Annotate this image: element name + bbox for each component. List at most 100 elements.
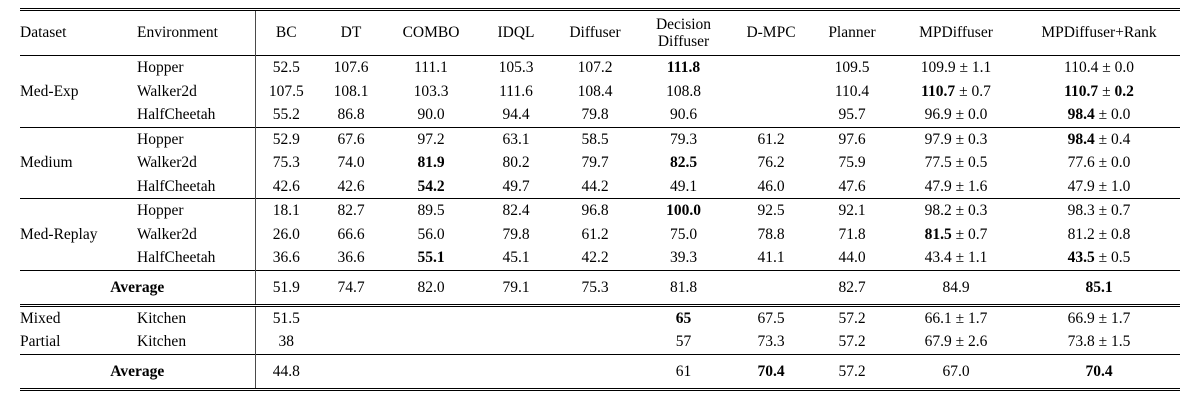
metric-value: 77.5 bbox=[924, 154, 952, 171]
metric-value: 58.5 bbox=[581, 130, 609, 148]
value-cell: 100.0 bbox=[635, 198, 732, 223]
value-cell: 105.3 bbox=[477, 55, 555, 80]
value-cell: 98.4 ± 0.4 bbox=[1018, 126, 1180, 151]
value-cell: 79.8 bbox=[555, 103, 635, 127]
value-cell: 92.5 bbox=[732, 198, 810, 223]
value-cell: 82.7 bbox=[317, 198, 385, 223]
metric-value: 107.6 bbox=[333, 59, 369, 76]
value-cell bbox=[555, 353, 635, 391]
table-header: Dataset Environment BC DT COMBO IDQL Diffuser D… bbox=[20, 8, 1180, 56]
value-cell: 75.9 bbox=[810, 151, 894, 175]
plus-minus: ± bbox=[1094, 177, 1111, 195]
metric-value: 41.1 bbox=[757, 249, 785, 266]
metric-value: 98.2 bbox=[924, 202, 952, 219]
metric-value: 79.8 bbox=[502, 225, 530, 243]
value-cell: 98.2 ± 0.3 bbox=[894, 198, 1018, 223]
metric-std: 2.6 bbox=[968, 333, 988, 350]
value-cell: 47.9 ± 1.6 bbox=[894, 175, 1018, 199]
metric-value: 38 bbox=[278, 333, 295, 350]
value-cell bbox=[477, 353, 555, 391]
metric-value: 111.8 bbox=[666, 59, 701, 76]
dataset-cell: Mixed bbox=[20, 303, 137, 330]
metric-value: 89.5 bbox=[417, 202, 445, 219]
metric-std: 0.2 bbox=[1114, 82, 1134, 100]
value-cell: 51.5 bbox=[254, 303, 317, 330]
metric-value: 74.0 bbox=[337, 154, 365, 171]
value-cell bbox=[555, 303, 635, 330]
table-row: HalfCheetah 42.6 42.6 54.2 49.7 44.2 49.1 46.0 4… bbox=[20, 174, 1180, 199]
value-cell: 82.7 bbox=[810, 269, 894, 305]
value-cell bbox=[317, 330, 385, 354]
metric-value: 109.5 bbox=[834, 59, 870, 76]
value-cell: 107.5 bbox=[254, 79, 317, 103]
value-cell: 110.7 ± 0.2 bbox=[1018, 80, 1180, 104]
metric-value: 73.8 bbox=[1067, 333, 1095, 350]
metric-value: 61.2 bbox=[757, 130, 785, 148]
value-cell: 46.0 bbox=[732, 175, 810, 199]
plus-minus: ± bbox=[951, 225, 968, 243]
metric-value: 84.9 bbox=[942, 278, 970, 296]
value-cell: 47.9 ± 1.0 bbox=[1018, 175, 1180, 199]
dataset-cell: Med-Exp bbox=[20, 55, 137, 127]
plus-minus: ± bbox=[951, 309, 968, 327]
value-cell: 79.8 bbox=[477, 223, 555, 247]
metric-value: 67.5 bbox=[757, 309, 785, 327]
plus-minus: ± bbox=[1094, 249, 1111, 266]
plus-minus: ± bbox=[951, 154, 968, 171]
metric-value: 47.9 bbox=[924, 177, 952, 195]
metric-value: 44.2 bbox=[581, 177, 609, 195]
value-cell: 66.9 ± 1.7 bbox=[1018, 303, 1180, 330]
metric-value: 42.6 bbox=[337, 177, 365, 195]
metric-value: 92.1 bbox=[838, 202, 866, 219]
value-cell: 67.9 ± 2.6 bbox=[894, 330, 1018, 354]
metric-value: 67.0 bbox=[942, 362, 970, 380]
metric-value: 70.4 bbox=[757, 362, 785, 380]
plus-minus: ± bbox=[1094, 130, 1111, 148]
metric-value: 95.7 bbox=[838, 106, 866, 123]
value-cell: 47.6 bbox=[810, 175, 894, 199]
value-cell: 96.9 ± 0.0 bbox=[894, 103, 1018, 127]
value-cell bbox=[732, 103, 810, 127]
value-cell: 67.5 bbox=[732, 303, 810, 330]
metric-value: 74.7 bbox=[337, 278, 365, 296]
metric-value: 98.3 bbox=[1067, 202, 1095, 219]
value-cell: 44.0 bbox=[810, 246, 894, 270]
table-body: Med-Exp Hopper 52.5 107.6 111.1 105.3 107.2 111… bbox=[20, 55, 1180, 391]
value-cell: 55.1 bbox=[385, 246, 477, 270]
metric-value: 81.9 bbox=[417, 154, 445, 171]
metric-value: 47.6 bbox=[838, 177, 866, 195]
metric-value: 54.2 bbox=[417, 177, 445, 195]
environment-cell: HalfCheetah bbox=[137, 249, 216, 266]
value-cell: 96.8 bbox=[555, 198, 635, 223]
value-cell: 79.1 bbox=[477, 269, 555, 305]
value-cell: 81.2 ± 0.8 bbox=[1018, 223, 1180, 247]
metric-value: 65 bbox=[675, 309, 692, 327]
value-cell: 55.2 bbox=[254, 103, 317, 127]
value-cell: 52.9 bbox=[254, 126, 317, 151]
plus-minus: ± bbox=[951, 333, 968, 350]
value-cell: 111.6 bbox=[477, 80, 555, 104]
plus-minus: ± bbox=[955, 59, 972, 76]
metric-value: 79.1 bbox=[502, 278, 530, 296]
environment-cell: Hopper bbox=[137, 198, 255, 223]
environment-cell: Kitchen bbox=[137, 303, 255, 330]
value-cell: 109.5 bbox=[810, 55, 894, 80]
metric-value: 108.4 bbox=[577, 82, 613, 100]
environment-cell: Hopper bbox=[137, 126, 255, 151]
environment-cell: HalfCheetah bbox=[137, 177, 216, 195]
value-cell: 57 bbox=[635, 330, 732, 354]
value-cell: 67.6 bbox=[317, 126, 385, 151]
metric-value: 18.1 bbox=[272, 202, 300, 219]
value-cell: 36.6 bbox=[317, 246, 385, 270]
value-cell bbox=[732, 269, 810, 305]
value-cell: 75.0 bbox=[635, 223, 732, 247]
column-header: Diffuser bbox=[555, 8, 635, 56]
metric-value: 97.9 bbox=[924, 130, 952, 148]
plus-minus: ± bbox=[1094, 309, 1111, 327]
metric-value: 75.0 bbox=[669, 225, 698, 243]
metric-value: 79.8 bbox=[581, 106, 609, 123]
value-cell: 81.9 bbox=[385, 151, 477, 175]
value-cell bbox=[732, 80, 810, 104]
value-cell: 57.2 bbox=[810, 330, 894, 354]
value-cell: 90.0 bbox=[385, 103, 477, 127]
